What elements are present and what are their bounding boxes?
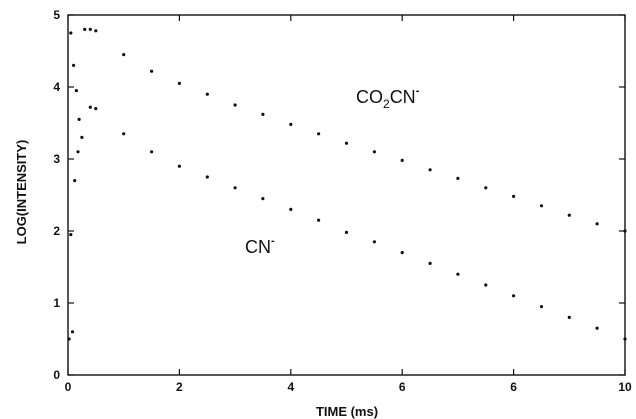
- data-point: [70, 330, 75, 334]
- x-axis-ticks: 0 2 4 6 6 10: [65, 15, 632, 394]
- data-point: [428, 261, 432, 265]
- data-point: [317, 218, 321, 222]
- data-point: [567, 213, 571, 217]
- data-point: [233, 103, 237, 107]
- series-label-co2cn-rest: CN: [390, 87, 416, 107]
- data-point: [261, 197, 265, 201]
- series-label-cn-main: CN: [245, 237, 271, 257]
- data-point: [88, 27, 92, 31]
- data-point: [623, 229, 627, 233]
- y-tick-label: 1: [53, 296, 60, 310]
- x-tick-label: 10: [618, 380, 632, 394]
- plot-frame: [67, 14, 626, 376]
- data-point: [484, 186, 488, 190]
- x-tick-label: 4: [287, 380, 294, 394]
- data-point: [344, 230, 349, 234]
- series-label-cn-superscript: -: [271, 235, 275, 247]
- data-point: [484, 283, 488, 287]
- data-point: [261, 112, 265, 116]
- data-point: [83, 27, 87, 31]
- data-point: [177, 81, 181, 85]
- y-tick-label: 0: [53, 368, 60, 382]
- data-point: [428, 168, 432, 172]
- data-point: [150, 150, 154, 154]
- data-point: [317, 132, 321, 136]
- y-tick-label: 5: [53, 8, 60, 22]
- data-point: [76, 150, 80, 154]
- data-point: [69, 31, 73, 35]
- series-label-co2cn: CO2CN-: [356, 85, 420, 111]
- data-point: [94, 29, 98, 33]
- y-tick-label: 4: [53, 80, 60, 94]
- data-point: [73, 179, 77, 183]
- data-point: [400, 251, 404, 255]
- data-point: [150, 69, 154, 73]
- y-tick-label: 2: [53, 224, 60, 238]
- data-point: [233, 186, 237, 190]
- data-points: [67, 27, 627, 341]
- series-label-co2cn-main: CO: [356, 87, 383, 107]
- data-point: [122, 53, 126, 57]
- data-point: [289, 122, 293, 126]
- data-point: [77, 117, 81, 121]
- data-point: [623, 337, 627, 341]
- data-point: [372, 240, 376, 244]
- x-tick-label: 6: [399, 380, 406, 394]
- series-label-cn: CN-: [245, 235, 275, 257]
- series-co2cn: [69, 27, 627, 233]
- data-point: [456, 272, 460, 276]
- y-axis-ticks: 0 1 2 3 4 5: [53, 8, 625, 382]
- data-point: [122, 132, 126, 136]
- data-point: [567, 315, 571, 319]
- data-point: [67, 337, 71, 341]
- series-label-co2cn-subscript: 2: [383, 97, 390, 111]
- data-point: [177, 164, 181, 168]
- data-point: [72, 63, 76, 67]
- data-point: [205, 92, 209, 96]
- x-tick-label: 0: [65, 380, 72, 394]
- data-point: [372, 150, 376, 154]
- data-point: [80, 135, 84, 139]
- series-cn: [67, 105, 627, 341]
- data-point: [88, 105, 92, 109]
- data-point: [344, 141, 349, 145]
- data-point: [69, 233, 73, 237]
- data-point: [289, 207, 293, 211]
- data-point: [539, 305, 544, 309]
- data-point: [205, 175, 209, 179]
- data-point: [595, 222, 599, 226]
- data-point: [511, 194, 516, 198]
- series-label-co2cn-superscript: -: [416, 85, 420, 97]
- data-point: [456, 176, 460, 180]
- data-point: [74, 89, 78, 93]
- data-point: [539, 204, 544, 208]
- y-tick-label: 3: [53, 152, 60, 166]
- x-tick-label: 2: [176, 380, 183, 394]
- data-point: [94, 107, 98, 111]
- x-axis-title: TIME (ms): [316, 404, 378, 419]
- y-axis-title: LOG(INTENSITY): [14, 140, 29, 245]
- data-point: [511, 294, 516, 298]
- data-point: [400, 158, 404, 162]
- data-point: [595, 326, 599, 330]
- axes: [67, 14, 626, 376]
- x-tick-label: 6: [510, 380, 517, 394]
